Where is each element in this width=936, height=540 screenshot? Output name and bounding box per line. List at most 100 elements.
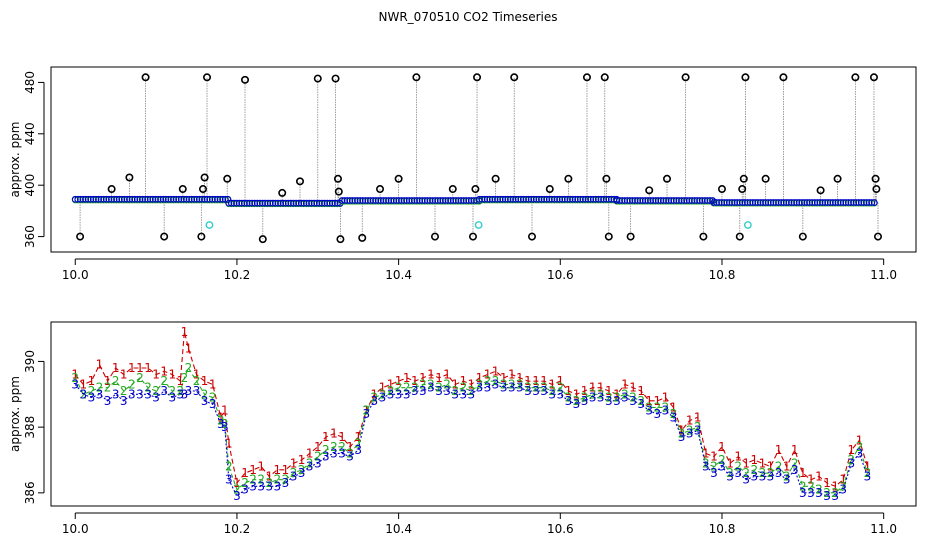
baseline-point: [852, 199, 860, 206]
series-marker-3: 3: [799, 486, 807, 500]
baseline-point: [439, 197, 447, 205]
baseline-point: [788, 199, 795, 206]
baseline-point: [295, 199, 303, 207]
outlier-point: [334, 187, 343, 196]
baseline-point: [782, 199, 790, 206]
series-marker-2: 2: [314, 450, 322, 464]
series-marker-3: 3: [435, 384, 443, 398]
baseline-point: [185, 195, 193, 203]
outlier-point: [223, 174, 232, 183]
baseline-point: [253, 199, 261, 207]
series-marker-3: 3: [573, 397, 581, 411]
baseline-point: [211, 195, 219, 203]
baseline-point: [372, 197, 380, 205]
baseline-point: [323, 199, 331, 207]
baseline-point: [110, 195, 118, 203]
series-marker-3: 3: [484, 381, 492, 395]
baseline-point: [403, 197, 411, 205]
outlier-point: [528, 232, 537, 241]
series-marker-2: 2: [605, 391, 613, 405]
series-marker-1: 1: [241, 466, 249, 480]
baseline-point: [501, 195, 509, 203]
series-marker-2: 2: [451, 384, 459, 398]
outlier-point: [198, 185, 207, 194]
baseline-point: [92, 195, 100, 203]
baseline-point: [803, 199, 811, 206]
series-marker-3: 3: [144, 387, 152, 401]
baseline-point: [715, 199, 723, 206]
baseline-point: [246, 199, 253, 207]
baseline-point: [764, 199, 772, 206]
baseline-point: [102, 195, 110, 203]
baseline-point: [738, 199, 746, 206]
baseline-point: [683, 197, 691, 205]
series-marker-1: 1: [136, 361, 144, 375]
baseline-point: [576, 195, 584, 203]
baseline-point: [644, 197, 652, 205]
outlier-point: [160, 232, 169, 241]
baseline-point: [338, 197, 346, 205]
series-marker-3: 3: [532, 384, 540, 398]
series-marker-3: 3: [702, 460, 710, 474]
series-marker-2: 2: [160, 374, 168, 388]
baseline-point: [556, 195, 564, 203]
series-marker-3: 3: [185, 384, 193, 398]
outlier-point: [394, 174, 403, 183]
series-marker-1: 1: [856, 433, 864, 447]
baseline-point: [850, 199, 858, 206]
baseline-point: [436, 197, 444, 205]
baseline-point: [519, 195, 527, 203]
series-marker-3: 3: [249, 479, 257, 493]
baseline-point: [326, 199, 334, 207]
baseline-point: [343, 197, 351, 205]
baseline-point: [162, 195, 170, 203]
baseline-point: [416, 197, 424, 205]
series-marker-3: 3: [556, 387, 564, 401]
baseline-point: [395, 197, 403, 205]
outlier-point: [510, 73, 519, 82]
baseline-point: [816, 199, 824, 206]
series-marker-2: 2: [265, 476, 273, 490]
baseline-point: [164, 195, 172, 203]
series-marker-3: 3: [678, 430, 686, 444]
series-marker-2: 2: [395, 381, 403, 395]
series-marker-3: 3: [209, 397, 217, 411]
outlier-point: [336, 235, 345, 244]
series-marker-1: 1: [484, 368, 492, 382]
baseline-point: [277, 199, 285, 207]
outlier-point: [203, 73, 212, 82]
series-marker-2: 2: [573, 394, 581, 408]
baseline-point: [385, 197, 393, 205]
baseline-point: [429, 197, 437, 205]
baseline-point: [71, 195, 79, 203]
baseline-point: [491, 195, 499, 203]
series-marker-1: 1: [346, 440, 354, 454]
series-marker-1: 1: [96, 358, 104, 372]
outlier-point: [871, 174, 880, 183]
baseline-point: [315, 199, 323, 207]
baseline-point: [84, 195, 92, 203]
series-marker-1: 1: [532, 374, 540, 388]
series-marker-2: 2: [152, 384, 160, 398]
series-marker-2: 2: [759, 466, 767, 480]
x-tick-label: 10.0: [62, 268, 89, 282]
series-marker-2: 2: [742, 466, 750, 480]
baseline-point: [532, 195, 540, 203]
y-tick-label: 480: [23, 71, 37, 94]
series-marker-1: 1: [783, 460, 791, 474]
baseline-point: [238, 199, 246, 207]
series-marker-2: 2: [807, 479, 815, 493]
series-marker-3: 3: [815, 486, 823, 500]
series-marker-3: 3: [645, 404, 653, 418]
series-marker-2: 2: [678, 427, 686, 441]
x-tick-label: 10.4: [385, 268, 412, 282]
baseline-point: [411, 197, 418, 205]
series-marker-3: 3: [621, 391, 629, 405]
baseline-point: [826, 199, 834, 206]
baseline-point: [74, 195, 82, 203]
baseline-point: [79, 195, 87, 203]
baseline-point: [685, 197, 693, 205]
series-marker-3: 3: [274, 479, 282, 493]
baseline-point: [271, 199, 279, 207]
